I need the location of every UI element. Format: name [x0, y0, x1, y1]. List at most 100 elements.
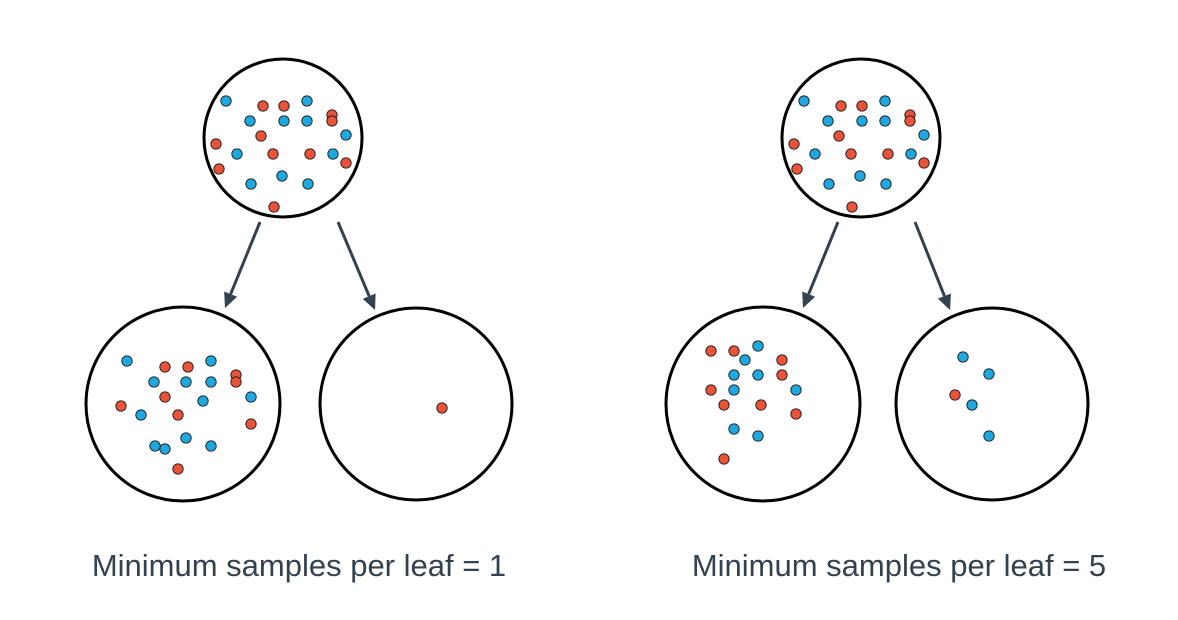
red-sample-dot [172, 463, 184, 475]
red-sample-dot [245, 418, 257, 430]
blue-sample-dot [220, 95, 232, 107]
red-sample-dot [210, 138, 222, 150]
blue-sample-dot [728, 384, 740, 396]
red-sample-dot [159, 361, 171, 373]
blue-sample-dot [879, 115, 891, 127]
blue-sample-dot [809, 148, 821, 160]
red-sample-dot [255, 130, 267, 142]
red-sample-dot [268, 201, 280, 213]
blue-sample-dot [856, 115, 868, 127]
blue-sample-dot [822, 115, 834, 127]
split-arrow-right-min-samples-5-shaft [913, 221, 946, 297]
blue-sample-dot [148, 376, 160, 388]
red-sample-dot [304, 148, 316, 160]
red-sample-dot [213, 163, 225, 175]
blue-sample-dot [231, 148, 243, 160]
blue-sample-dot [798, 95, 810, 107]
leaf-node-right-min-samples-1-outline [318, 306, 514, 502]
red-sample-dot [791, 163, 803, 175]
split-arrow-right-min-samples-1-head [362, 293, 376, 310]
red-sample-dot [718, 399, 730, 411]
red-sample-dot [159, 391, 171, 403]
red-sample-dot [882, 148, 894, 160]
red-sample-dot [776, 354, 788, 366]
split-arrow-left-min-samples-1-shaft [229, 221, 262, 295]
split-arrow-left-min-samples-1 [224, 221, 262, 308]
red-sample-dot [340, 157, 352, 169]
blue-sample-dot [752, 369, 764, 381]
red-sample-dot [856, 100, 868, 112]
blue-sample-dot [728, 369, 740, 381]
blue-sample-dot [244, 115, 256, 127]
blue-sample-dot [121, 355, 133, 367]
caption-min-samples-1: Minimum samples per leaf = 1 [91, 548, 507, 583]
leaf-node-right-min-samples-1 [318, 306, 514, 502]
split-arrow-left-min-samples-5 [802, 221, 840, 308]
root-node-min-samples-5-outline [780, 57, 942, 219]
blue-sample-dot [983, 430, 995, 442]
red-sample-dot [949, 389, 961, 401]
red-sample-dot [918, 157, 930, 169]
leaf-node-left-min-samples-1-outline [84, 305, 282, 503]
blue-sample-dot [301, 95, 313, 107]
red-sample-dot [115, 400, 127, 412]
root-node-min-samples-1 [202, 57, 364, 219]
red-sample-dot [436, 402, 448, 414]
split-arrow-left-min-samples-5-head [802, 291, 816, 308]
blue-sample-dot [957, 351, 969, 363]
leaf-node-left-min-samples-5 [664, 305, 862, 503]
blue-sample-dot [149, 440, 161, 452]
split-arrow-right-min-samples-1-shaft [336, 221, 371, 297]
red-sample-dot [904, 115, 916, 127]
red-sample-dot [278, 100, 290, 112]
blue-sample-dot [276, 170, 288, 182]
blue-sample-dot [983, 368, 995, 380]
blue-sample-dot [245, 391, 257, 403]
leaf-node-right-min-samples-5 [894, 306, 1090, 502]
blue-sample-dot [790, 384, 802, 396]
red-sample-dot [705, 384, 717, 396]
red-sample-dot [182, 361, 194, 373]
blue-sample-dot [752, 430, 764, 442]
blue-sample-dot [854, 170, 866, 182]
blue-sample-dot [340, 129, 352, 141]
blue-sample-dot [205, 376, 217, 388]
caption-min-samples-5: Minimum samples per leaf = 5 [691, 548, 1107, 583]
blue-sample-dot [245, 178, 257, 190]
red-sample-dot [790, 408, 802, 420]
red-sample-dot [788, 138, 800, 150]
blue-sample-dot [918, 129, 930, 141]
blue-sample-dot [278, 115, 290, 127]
blue-sample-dot [880, 178, 892, 190]
red-sample-dot [728, 345, 740, 357]
blue-sample-dot [327, 148, 339, 160]
blue-sample-dot [135, 409, 147, 421]
red-sample-dot [718, 453, 730, 465]
blue-sample-dot [205, 440, 217, 452]
red-sample-dot [845, 148, 857, 160]
red-sample-dot [230, 376, 242, 388]
blue-sample-dot [301, 115, 313, 127]
red-sample-dot [257, 100, 269, 112]
red-sample-dot [835, 100, 847, 112]
split-arrow-right-min-samples-5-head [937, 293, 951, 310]
blue-sample-dot [205, 355, 217, 367]
red-sample-dot [776, 369, 788, 381]
root-node-min-samples-1-outline [202, 57, 364, 219]
root-node-min-samples-5 [780, 57, 942, 219]
red-sample-dot [755, 399, 767, 411]
red-sample-dot [833, 130, 845, 142]
split-arrow-left-min-samples-1-head [224, 291, 238, 308]
blue-sample-dot [302, 178, 314, 190]
red-sample-dot [267, 148, 279, 160]
blue-sample-dot [739, 354, 751, 366]
blue-sample-dot [197, 395, 209, 407]
split-arrow-right-min-samples-5 [913, 221, 951, 310]
red-sample-dot [326, 115, 338, 127]
blue-sample-dot [159, 443, 171, 455]
blue-sample-dot [180, 376, 192, 388]
red-sample-dot [846, 201, 858, 213]
blue-sample-dot [180, 432, 192, 444]
